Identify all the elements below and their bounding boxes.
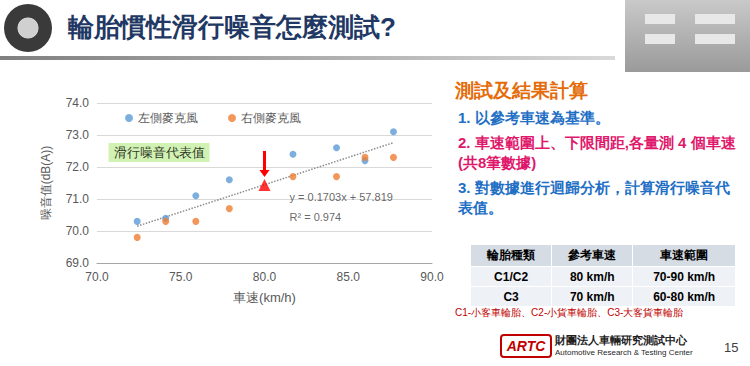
html-text:3. 對數據進行迴歸分析，計算滑行噪音代表值。: 3. 對數據進行迴歸分析，計算滑行噪音代表值。 xyxy=(458,179,730,216)
svg-text:90.0: 90.0 xyxy=(420,270,444,284)
svg-text:69.0: 69.0 xyxy=(66,256,90,270)
svg-text:噪音值(dB(A)): 噪音值(dB(A)) xyxy=(39,146,53,221)
html-text:測試及結果計算: 測試及結果計算 xyxy=(455,80,588,101)
html-text:ARTC: ARTC xyxy=(506,338,546,354)
svg-text:72.0: 72.0 xyxy=(66,160,90,174)
html-text:Automotive Research & Testing: Automotive Research & Testing Center xyxy=(555,348,693,357)
svg-text:85.0: 85.0 xyxy=(337,270,361,284)
svg-text:左側麥克風: 左側麥克風 xyxy=(138,111,198,125)
html-text:C1/C2: C1/C2 xyxy=(494,269,529,284)
svg-text:車速(km/h): 車速(km/h) xyxy=(233,290,296,305)
svg-text:80.0: 80.0 xyxy=(253,270,277,284)
html-text:70-90 km/h: 70-90 km/h xyxy=(653,269,716,284)
html-text:財團法人車輛研究測試中心: 財團法人車輛研究測試中心 xyxy=(555,334,687,346)
svg-text:70.0: 70.0 xyxy=(85,270,109,284)
html-text:C3: C3 xyxy=(503,289,519,304)
html-text:15: 15 xyxy=(724,340,739,355)
html-text:2. 車速範圍上、下限間距,各量測 4 個車速(共8筆數據): 2. 車速範圍上、下限間距,各量測 4 個車速(共8筆數據) xyxy=(458,134,736,171)
svg-text:75.0: 75.0 xyxy=(169,270,193,284)
svg-text:71.0: 71.0 xyxy=(66,192,90,206)
html-text:C1-小客車輪胎、C2-小貨車輪胎、C3-大客貨車輪胎: C1-小客車輪胎、C2-小貨車輪胎、C3-大客貨車輪胎 xyxy=(455,307,684,318)
html-text:輪胎種類: 輪胎種類 xyxy=(487,248,536,262)
svg-text:右側麥克風: 右側麥克風 xyxy=(241,111,301,125)
html-text:1. 以參考車速為基準。: 1. 以參考車速為基準。 xyxy=(458,109,610,126)
svg-text:73.0: 73.0 xyxy=(66,128,90,142)
html-text:參考車速: 參考車速 xyxy=(568,248,617,262)
svg-text:滑行噪音代表值: 滑行噪音代表值 xyxy=(114,145,205,160)
svg-text:R² = 0.974: R² = 0.974 xyxy=(290,211,342,223)
html-text:輪胎慣性滑行噪音怎麼測試?: 輪胎慣性滑行噪音怎麼測試? xyxy=(68,12,396,42)
svg-text:74.0: 74.0 xyxy=(66,96,90,110)
html-text:70 km/h: 70 km/h xyxy=(569,289,615,304)
svg-text:70.0: 70.0 xyxy=(66,224,90,238)
html-text:80 km/h: 80 km/h xyxy=(569,269,615,284)
svg-text:y = 0.1703x + 57.819: y = 0.1703x + 57.819 xyxy=(290,191,393,203)
html-text:車速範圍: 車速範圍 xyxy=(660,248,709,262)
html-text:60-80 km/h: 60-80 km/h xyxy=(653,289,716,304)
